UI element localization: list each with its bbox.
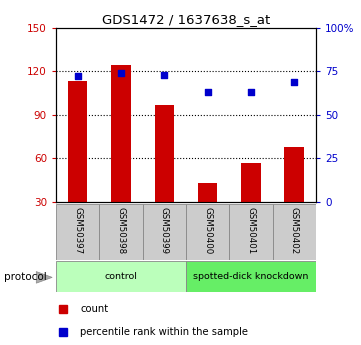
Bar bbox=[56, 261, 186, 292]
Bar bbox=[143, 204, 186, 260]
Text: control: control bbox=[104, 272, 138, 281]
Text: GSM50398: GSM50398 bbox=[117, 207, 125, 254]
Bar bbox=[155, 105, 174, 202]
Text: GSM50397: GSM50397 bbox=[73, 207, 82, 254]
Polygon shape bbox=[36, 272, 52, 283]
Bar bbox=[186, 204, 229, 260]
Point bbox=[205, 89, 210, 95]
Point bbox=[118, 70, 124, 76]
Text: percentile rank within the sample: percentile rank within the sample bbox=[80, 327, 248, 337]
Point bbox=[161, 72, 167, 77]
Text: GSM50399: GSM50399 bbox=[160, 207, 169, 254]
Text: protocol: protocol bbox=[4, 272, 46, 282]
Bar bbox=[241, 162, 261, 202]
Point bbox=[248, 89, 254, 95]
Text: GSM50402: GSM50402 bbox=[290, 207, 299, 255]
Bar bbox=[111, 65, 131, 202]
Bar bbox=[56, 204, 99, 260]
Text: GSM50400: GSM50400 bbox=[203, 207, 212, 255]
Bar bbox=[284, 147, 304, 202]
Point bbox=[75, 73, 81, 79]
Title: GDS1472 / 1637638_s_at: GDS1472 / 1637638_s_at bbox=[102, 13, 270, 27]
Bar bbox=[99, 204, 143, 260]
Text: spotted-dick knockdown: spotted-dick knockdown bbox=[193, 272, 309, 281]
Bar bbox=[68, 81, 87, 202]
Bar bbox=[273, 204, 316, 260]
Text: GSM50401: GSM50401 bbox=[247, 207, 255, 255]
Text: count: count bbox=[80, 304, 108, 314]
Bar bbox=[198, 183, 217, 202]
Bar bbox=[229, 204, 273, 260]
Point bbox=[291, 79, 297, 85]
Bar bbox=[186, 261, 316, 292]
